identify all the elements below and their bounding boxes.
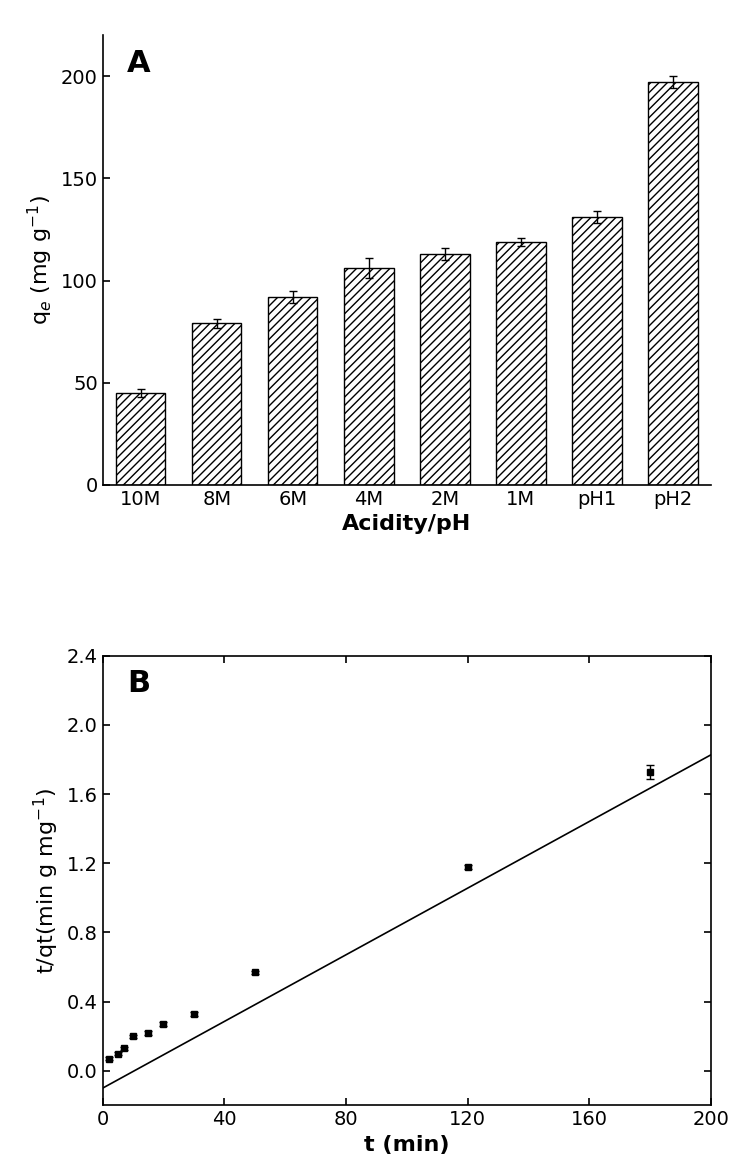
Bar (496, 242, 545, 485)
Y-axis label: q$_e$ (mg g$^{-1}$): q$_e$ (mg g$^{-1}$) (26, 195, 55, 325)
Bar (648, 82, 698, 485)
X-axis label: Acidity/pH: Acidity/pH (342, 514, 471, 534)
Bar (192, 323, 241, 485)
Bar (116, 393, 166, 485)
Bar (572, 218, 622, 485)
X-axis label: t (min): t (min) (364, 1135, 449, 1155)
Y-axis label: t/qt(min g mg$^{-1}$): t/qt(min g mg$^{-1}$) (32, 788, 61, 974)
Bar (344, 268, 394, 485)
Text: A: A (127, 48, 150, 78)
Bar (268, 296, 317, 485)
Bar (420, 254, 470, 485)
Text: B: B (127, 669, 150, 699)
